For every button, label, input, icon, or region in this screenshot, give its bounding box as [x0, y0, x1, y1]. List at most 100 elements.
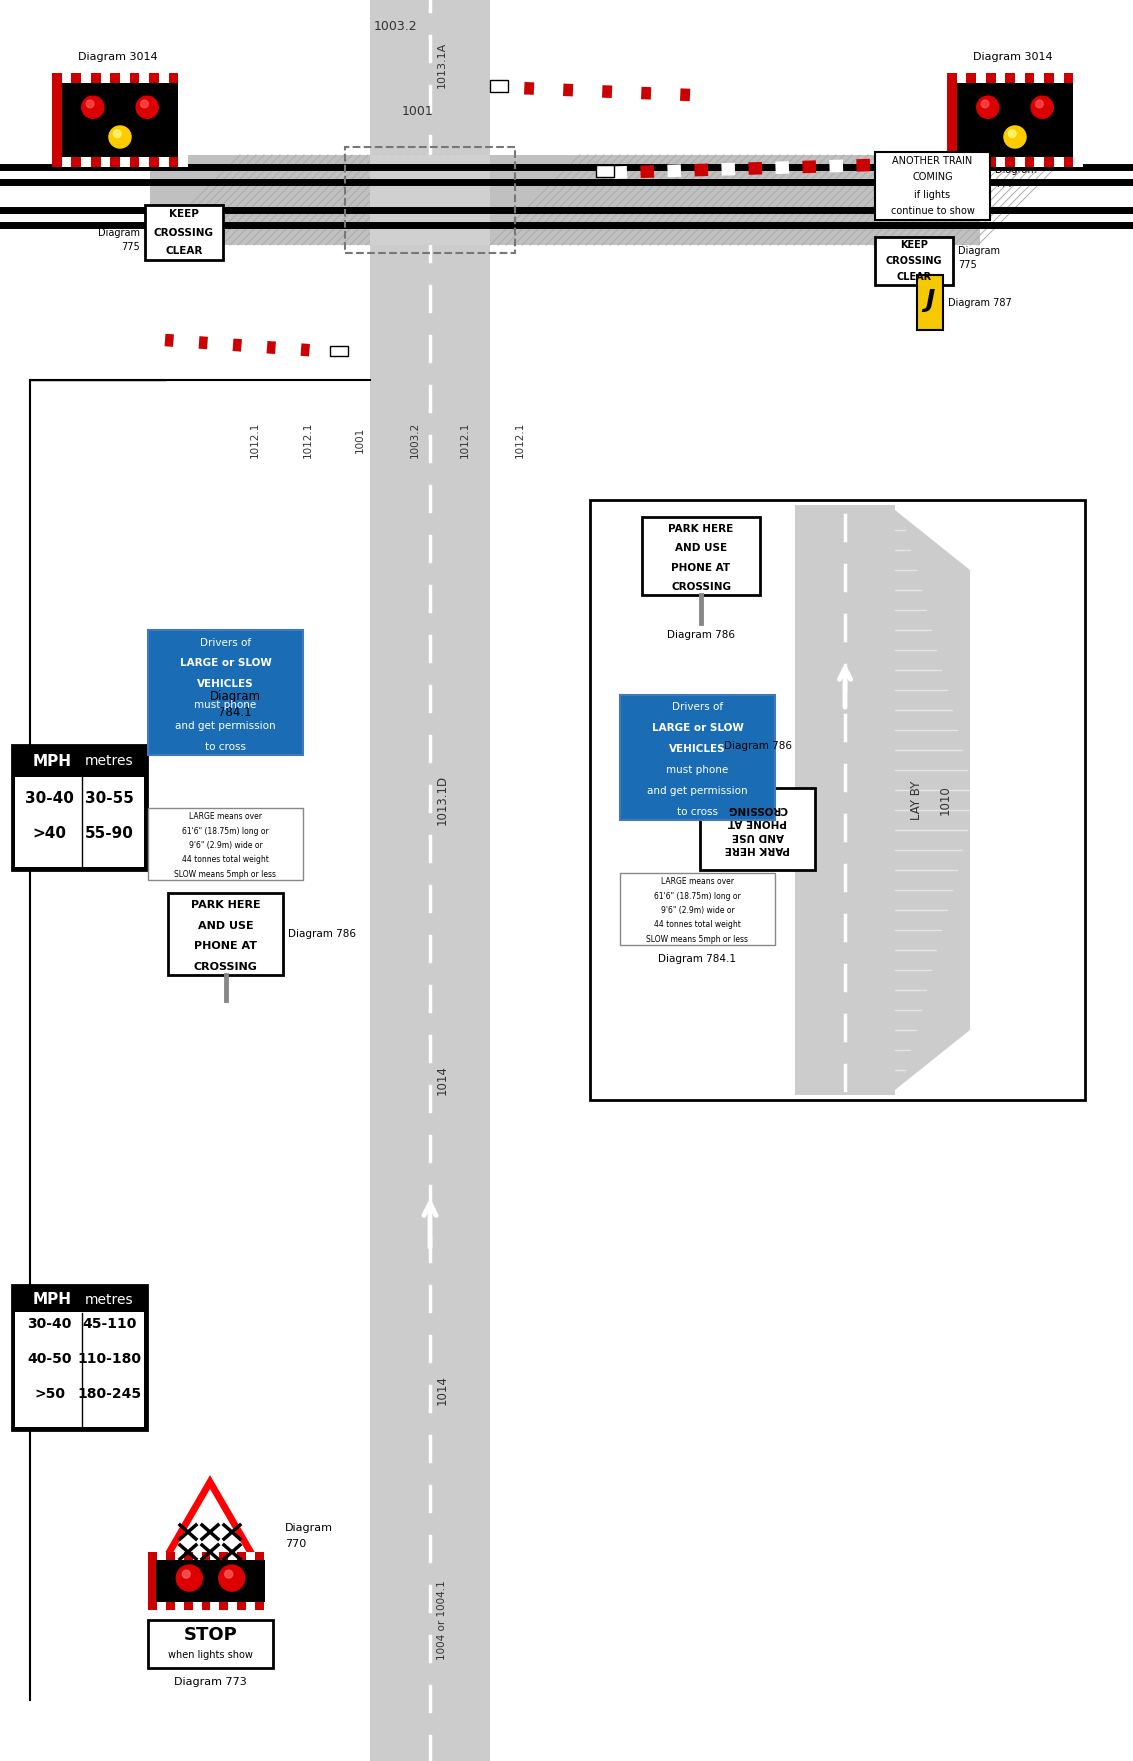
- Circle shape: [1008, 130, 1016, 137]
- Text: LARGE means over: LARGE means over: [661, 877, 734, 886]
- Bar: [370, 0, 489, 1761]
- Bar: [12, 1286, 147, 1430]
- Bar: [1045, 74, 1054, 167]
- Text: 784.1: 784.1: [219, 706, 252, 718]
- Text: 1004 or 1004.1: 1004 or 1004.1: [437, 1580, 448, 1661]
- Text: MPH: MPH: [33, 1293, 73, 1307]
- Bar: [52, 74, 61, 167]
- Text: 1012.1: 1012.1: [460, 423, 470, 458]
- Text: Diagram 773: Diagram 773: [174, 1676, 247, 1687]
- Text: Diagram 786: Diagram 786: [288, 930, 356, 939]
- Bar: [947, 74, 956, 167]
- Text: 1014: 1014: [435, 1375, 449, 1405]
- Text: J: J: [926, 287, 935, 312]
- Bar: [148, 1551, 157, 1610]
- Text: SLOW means 5mph or less: SLOW means 5mph or less: [647, 935, 749, 944]
- Bar: [1015, 74, 1024, 167]
- Text: Diagram 786: Diagram 786: [667, 630, 735, 639]
- Bar: [1054, 74, 1064, 167]
- Bar: [1064, 74, 1073, 167]
- Text: 61'6" (18.75m) long or: 61'6" (18.75m) long or: [654, 891, 741, 900]
- Circle shape: [82, 97, 104, 118]
- Text: 1001: 1001: [355, 426, 365, 453]
- Text: must phone: must phone: [195, 701, 257, 710]
- Text: if lights: if lights: [914, 190, 951, 199]
- Text: 9'6" (2.9m) wide or: 9'6" (2.9m) wide or: [661, 905, 734, 916]
- Text: 30-40: 30-40: [27, 1317, 73, 1331]
- Text: must phone: must phone: [666, 764, 729, 775]
- Bar: [370, 155, 489, 245]
- Circle shape: [86, 100, 94, 107]
- Text: PARK HERE
AND USE
PHONE AT
CROSSING: PARK HERE AND USE PHONE AT CROSSING: [725, 805, 790, 854]
- Text: ANOTHER TRAIN: ANOTHER TRAIN: [893, 155, 972, 166]
- Text: 1014: 1014: [435, 1065, 449, 1095]
- Text: LARGE or SLOW: LARGE or SLOW: [651, 724, 743, 733]
- Text: AND USE: AND USE: [197, 921, 254, 932]
- Polygon shape: [160, 1483, 261, 1569]
- Text: Diagram: Diagram: [210, 690, 261, 703]
- Bar: [957, 83, 1073, 157]
- Text: Drivers of: Drivers of: [672, 703, 723, 713]
- Text: LAY BY: LAY BY: [911, 780, 923, 819]
- Bar: [795, 505, 895, 1095]
- Bar: [590, 500, 1085, 1101]
- Text: 1003.2: 1003.2: [373, 19, 417, 33]
- Bar: [620, 696, 775, 821]
- Text: CROSSING: CROSSING: [194, 962, 257, 972]
- Bar: [202, 1551, 211, 1610]
- Text: 1012.1: 1012.1: [303, 423, 313, 458]
- Bar: [157, 1551, 165, 1610]
- Bar: [229, 1551, 237, 1610]
- Bar: [220, 1551, 229, 1610]
- Bar: [211, 1551, 220, 1610]
- Text: 55-90: 55-90: [85, 826, 134, 842]
- Text: and get permission: and get permission: [647, 785, 748, 796]
- Bar: [346, 146, 516, 254]
- Bar: [91, 74, 101, 167]
- Text: when lights show: when lights show: [168, 1650, 253, 1659]
- Circle shape: [136, 97, 159, 118]
- Text: 110-180: 110-180: [77, 1352, 142, 1367]
- Bar: [642, 518, 760, 595]
- Text: 1013.1A: 1013.1A: [437, 42, 448, 88]
- Text: KEEP: KEEP: [900, 239, 928, 250]
- Bar: [148, 630, 303, 755]
- Text: CROSSING: CROSSING: [671, 583, 731, 592]
- Text: PARK HERE: PARK HERE: [668, 523, 734, 534]
- Text: 1012.1: 1012.1: [516, 423, 525, 458]
- Text: CROSSING: CROSSING: [154, 227, 214, 238]
- Text: 775: 775: [121, 241, 140, 252]
- Text: Diagram: Diagram: [995, 166, 1037, 174]
- Text: STOP: STOP: [184, 1627, 238, 1645]
- Bar: [193, 1551, 202, 1610]
- Text: 30-40: 30-40: [25, 791, 75, 807]
- Bar: [139, 74, 150, 167]
- Bar: [1024, 74, 1034, 167]
- Bar: [145, 204, 223, 261]
- Text: PHONE AT: PHONE AT: [672, 564, 731, 572]
- Text: Diagram 784.1: Diagram 784.1: [658, 954, 736, 963]
- Text: LARGE means over: LARGE means over: [189, 812, 262, 821]
- Bar: [101, 74, 110, 167]
- Text: >50: >50: [34, 1386, 66, 1400]
- Circle shape: [113, 130, 121, 137]
- Circle shape: [1036, 100, 1043, 107]
- Bar: [120, 74, 129, 167]
- Circle shape: [109, 127, 131, 148]
- Text: CLEAR: CLEAR: [165, 247, 203, 255]
- Circle shape: [224, 1571, 232, 1578]
- Text: metres: metres: [85, 1293, 134, 1307]
- Bar: [156, 1560, 265, 1603]
- Bar: [62, 83, 178, 157]
- Bar: [184, 1551, 193, 1610]
- Text: Diagram: Diagram: [959, 247, 1000, 255]
- Bar: [330, 345, 348, 356]
- Circle shape: [1031, 97, 1054, 118]
- Bar: [150, 155, 370, 245]
- Circle shape: [182, 1571, 190, 1578]
- Text: COMING: COMING: [912, 173, 953, 183]
- Text: 30-55: 30-55: [85, 791, 134, 807]
- Bar: [71, 74, 82, 167]
- Text: 1003.2: 1003.2: [410, 423, 420, 458]
- Bar: [596, 166, 614, 178]
